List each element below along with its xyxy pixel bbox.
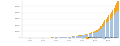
Bar: [100, 29, 102, 38]
Bar: [104, 25, 105, 38]
Bar: [112, 10, 113, 17]
Bar: [107, 22, 108, 38]
Bar: [74, 36, 75, 38]
Bar: [103, 26, 104, 38]
Bar: [77, 36, 78, 38]
Bar: [61, 37, 62, 38]
Bar: [62, 37, 64, 38]
Bar: [66, 37, 67, 38]
Bar: [115, 5, 116, 13]
Bar: [108, 15, 109, 21]
Bar: [90, 34, 91, 38]
Bar: [73, 36, 74, 38]
Bar: [72, 37, 73, 38]
Bar: [87, 34, 88, 38]
Bar: [106, 19, 107, 23]
Bar: [116, 12, 117, 38]
Bar: [69, 37, 70, 38]
Bar: [64, 37, 65, 38]
Bar: [65, 37, 66, 38]
Bar: [111, 12, 112, 18]
Bar: [95, 30, 96, 32]
Bar: [56, 37, 57, 38]
Bar: [95, 32, 96, 38]
Bar: [79, 35, 81, 36]
Bar: [85, 34, 86, 35]
Bar: [89, 34, 90, 38]
Bar: [103, 22, 104, 26]
Bar: [59, 37, 60, 38]
Bar: [102, 27, 103, 38]
Bar: [94, 33, 95, 38]
Bar: [114, 8, 115, 15]
Bar: [114, 15, 115, 38]
Bar: [117, 11, 119, 38]
Bar: [93, 33, 94, 38]
Bar: [89, 33, 90, 34]
Bar: [98, 29, 99, 31]
Bar: [104, 20, 105, 25]
Bar: [107, 17, 108, 22]
Bar: [93, 32, 94, 33]
Bar: [96, 32, 98, 38]
Bar: [85, 35, 86, 38]
Bar: [94, 31, 95, 33]
Bar: [99, 28, 100, 30]
Bar: [112, 17, 113, 38]
Bar: [100, 26, 102, 29]
Bar: [108, 21, 109, 38]
Bar: [91, 32, 92, 33]
Bar: [60, 37, 61, 38]
Bar: [106, 23, 107, 38]
Bar: [115, 13, 116, 38]
Bar: [81, 36, 82, 38]
Bar: [98, 31, 99, 38]
Bar: [78, 36, 79, 38]
Bar: [90, 33, 91, 34]
Bar: [81, 35, 82, 36]
Bar: [111, 18, 112, 38]
Bar: [82, 35, 83, 38]
Bar: [57, 37, 58, 38]
Bar: [68, 37, 69, 38]
Legend: Expansion sets, Board games: Expansion sets, Board games: [86, 37, 118, 39]
Bar: [99, 30, 100, 38]
Bar: [70, 37, 71, 38]
Bar: [91, 33, 92, 38]
Bar: [117, 1, 119, 11]
Bar: [116, 3, 117, 12]
Bar: [72, 36, 73, 37]
Bar: [75, 36, 77, 38]
Bar: [110, 14, 111, 20]
Bar: [83, 35, 84, 38]
Bar: [55, 37, 56, 38]
Bar: [102, 24, 103, 27]
Bar: [86, 35, 87, 38]
Bar: [53, 37, 54, 38]
Bar: [86, 34, 87, 35]
Bar: [52, 37, 53, 38]
Bar: [96, 30, 98, 32]
Bar: [110, 20, 111, 38]
Bar: [79, 36, 81, 38]
